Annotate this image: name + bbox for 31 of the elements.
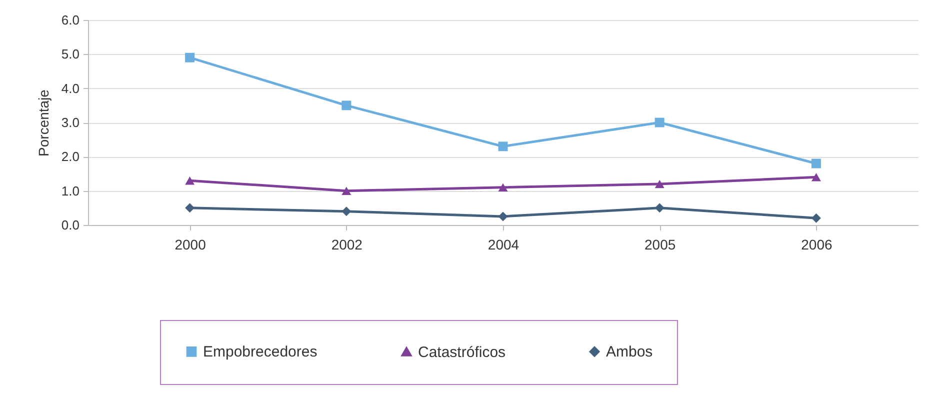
- y-tick-label: 1.0: [61, 183, 80, 198]
- point: [185, 176, 195, 185]
- point: [654, 180, 664, 188]
- point: [811, 213, 821, 223]
- y-tick-label: 6.0: [61, 12, 80, 28]
- x-tick-label: 2005: [644, 236, 676, 252]
- point: [811, 158, 821, 168]
- point: [185, 52, 195, 62]
- point: [811, 173, 821, 182]
- x-tick-label: 2002: [331, 236, 363, 252]
- y-tick-label: 0.0: [61, 218, 80, 232]
- point: [185, 203, 195, 213]
- x-tick-label: 2006: [801, 236, 832, 252]
- y-tick-label: 2.0: [61, 149, 80, 164]
- y-tick-label: 5.0: [61, 46, 80, 62]
- point: [498, 183, 508, 192]
- x-tick-label: 2004: [488, 236, 520, 252]
- x-tick-label: 2000: [174, 236, 206, 252]
- point: [498, 212, 508, 222]
- point: [498, 142, 508, 152]
- point: [342, 100, 352, 110]
- point: [342, 186, 352, 195]
- point: [654, 118, 664, 128]
- legend-label: Catastróficos: [418, 344, 506, 361]
- point: [654, 203, 664, 213]
- point: [342, 206, 352, 216]
- y-axis-title: Porcentaje: [35, 89, 52, 156]
- legend-label: Ambos: [606, 344, 653, 361]
- y-tick-label: 4.0: [61, 80, 80, 96]
- legend-label: Empobrecedores: [203, 344, 318, 361]
- y-tick-label: 3.0: [61, 115, 80, 130]
